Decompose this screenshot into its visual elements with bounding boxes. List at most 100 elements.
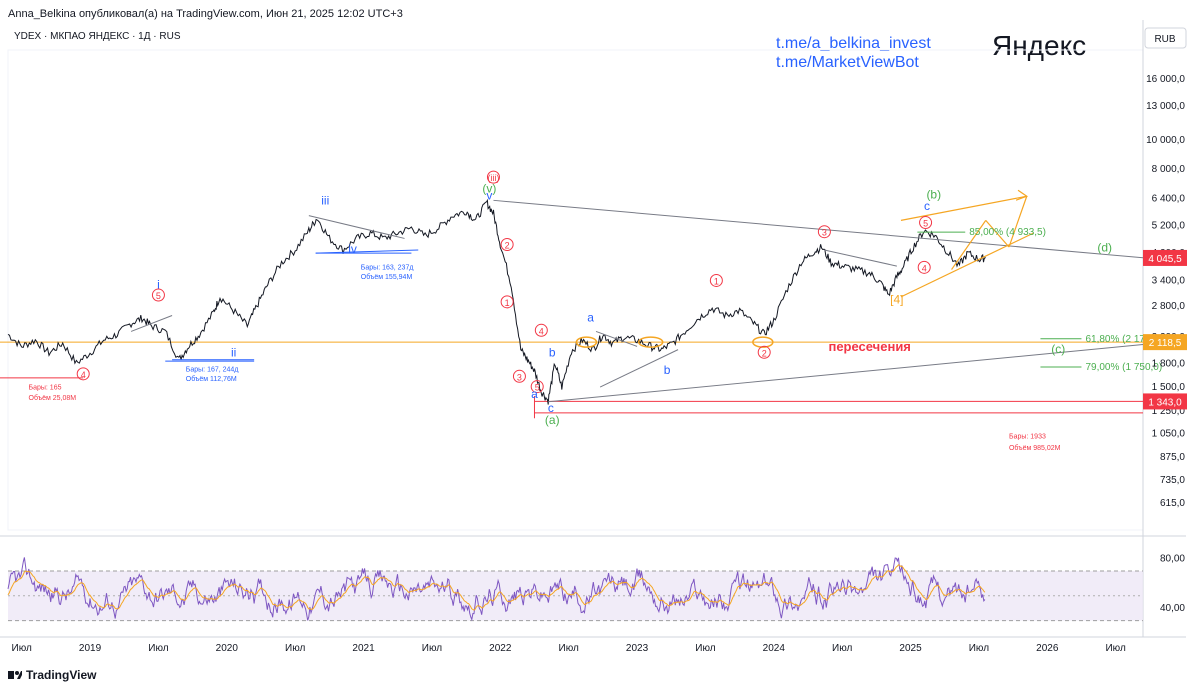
wave-label-circle	[817, 225, 831, 239]
x-tick-label: Июл	[285, 643, 305, 654]
wave-label-circle	[917, 260, 931, 274]
link-invest[interactable]: t.me/a_belkina_invest	[776, 35, 931, 52]
wave-label: (a)	[545, 413, 560, 427]
wave-channel-line	[595, 330, 638, 347]
footer-logo-text: TradingView	[26, 668, 97, 682]
y-tick-label: 8 000,0	[1152, 164, 1186, 175]
wave-label-circle	[757, 345, 771, 359]
range-annotation: Бары: 163, 237д	[361, 265, 414, 272]
orange-channel-line	[900, 195, 1027, 221]
range-annotation: Бары: 167, 244д	[186, 367, 239, 374]
wave-label-circle	[76, 367, 90, 381]
range-annotation: Объём 155,94M	[361, 273, 413, 281]
wave-label: 3	[822, 228, 827, 238]
wave-label: 4	[922, 263, 927, 273]
wave-label: 2	[505, 241, 510, 251]
range-annotation: Объём 985,02M	[1009, 444, 1061, 452]
wave-label: 4	[539, 326, 544, 336]
y-tick-label: 1 500,0	[1152, 382, 1186, 393]
wave-channel-line	[315, 249, 419, 254]
wave-label: iv	[348, 242, 357, 256]
x-tick-label: Июл	[12, 643, 32, 654]
wave-label: 3	[517, 372, 522, 382]
wave-label: (iii)	[487, 173, 499, 183]
wave-label: 4	[81, 370, 86, 380]
x-tick-label: Июл	[1105, 643, 1125, 654]
range-annotation: Объём 112,76M	[186, 375, 237, 383]
y-tick-label: 10 000,0	[1146, 135, 1185, 146]
wave-label-circle	[530, 380, 544, 394]
x-tick-label: Июл	[148, 643, 168, 654]
wave-label: [4]	[890, 293, 903, 307]
level-price-tag: 2 118,5	[1149, 338, 1182, 349]
current-price-tag: 4 045,5	[1148, 254, 1182, 265]
y-tick-label: 3 400,0	[1152, 276, 1186, 287]
x-tick-label: 2022	[489, 643, 512, 654]
rsi-tick-label: 40,00	[1160, 603, 1185, 614]
currency-label[interactable]: RUB	[1154, 34, 1175, 45]
tradingview-logo-icon	[8, 671, 22, 679]
x-tick-label: 2026	[1036, 643, 1059, 654]
wave-label-circle	[512, 369, 526, 383]
y-tick-label: 1 800,0	[1152, 358, 1186, 369]
wave-channel-line	[824, 249, 897, 267]
y-tick-label: 735,0	[1160, 475, 1185, 486]
x-tick-label: 2024	[763, 643, 786, 654]
level-price-tag-bg	[1143, 334, 1187, 351]
fib-level-label: 79,00% (1 750,0)	[1085, 362, 1162, 373]
y-tick-label: 13 000,0	[1146, 101, 1185, 112]
watermark-title: Яндекс	[992, 30, 1087, 61]
orange-channel-line	[951, 220, 987, 270]
telegram-links: t.me/a_belkina_invest t.me/MarketViewBot	[776, 34, 931, 72]
rsi-line	[7, 557, 986, 622]
wave-label: 1	[714, 276, 719, 286]
level-price-tag-bg	[1143, 393, 1187, 410]
y-tick-label: 16 000,0	[1146, 74, 1185, 85]
wave-label-circle	[151, 288, 165, 302]
y-tick-label: 615,0	[1160, 498, 1185, 509]
x-tick-label: 2020	[216, 643, 239, 654]
price-chart[interactable]: RUB 85,00% (4 933,5) 61,80% (2 173,5) 79,0…	[0, 0, 1200, 665]
wave-label: 5	[156, 291, 161, 301]
wave-channel-line	[130, 315, 173, 332]
y-tick-label: 5 200,0	[1152, 220, 1186, 231]
wave-label: i	[157, 277, 160, 291]
wave-channel-line	[308, 215, 405, 239]
price-line	[7, 198, 986, 405]
trendline	[548, 344, 1144, 403]
channel-arrow-icon	[1015, 189, 1029, 201]
tradingview-logo[interactable]: TradingView	[8, 668, 96, 682]
publish-caption: Anna_Belkina опубликовал(а) на TradingVi…	[8, 8, 403, 20]
wave-label: b	[549, 345, 556, 359]
wave-label-circle	[486, 170, 500, 184]
wave-label: ii	[231, 345, 236, 359]
wave-label-circle	[534, 323, 548, 337]
wave-label: iii	[321, 194, 329, 208]
y-tick-label: 1 050,0	[1152, 428, 1186, 439]
current-price-tag-bg	[1143, 249, 1187, 266]
symbol-info: YDEX · МКПАО ЯНДЕКС · 1Д · RUS	[14, 31, 181, 42]
x-tick-label: 2019	[79, 643, 102, 654]
crossing-marker	[752, 336, 774, 348]
range-annotation: Объём 25,08M	[29, 394, 77, 402]
wave-label: 5	[923, 219, 928, 229]
wave-label: (b)	[926, 187, 941, 201]
wave-label: a	[531, 387, 538, 401]
price-pane-frame	[7, 49, 1144, 531]
wave-label: c	[924, 199, 930, 213]
y-tick-label: 6 400,0	[1152, 193, 1186, 204]
wave-label: b	[664, 363, 671, 377]
rsi-tick-label: 80,00	[1160, 554, 1185, 565]
crossing-marker	[637, 336, 664, 348]
x-tick-label: Июл	[422, 643, 442, 654]
wave-label: a	[587, 311, 594, 325]
x-tick-label: Июл	[695, 643, 715, 654]
link-bot[interactable]: t.me/MarketViewBot	[776, 54, 919, 71]
wave-label-circle	[919, 216, 933, 230]
x-tick-label: 2023	[626, 643, 649, 654]
x-tick-label: Июл	[832, 643, 852, 654]
level-price-tag: 1 343,0	[1148, 397, 1182, 408]
range-annotation: Бары: 1933	[1009, 434, 1046, 441]
wave-label: 1	[505, 298, 510, 308]
wave-label: 5	[535, 383, 540, 393]
